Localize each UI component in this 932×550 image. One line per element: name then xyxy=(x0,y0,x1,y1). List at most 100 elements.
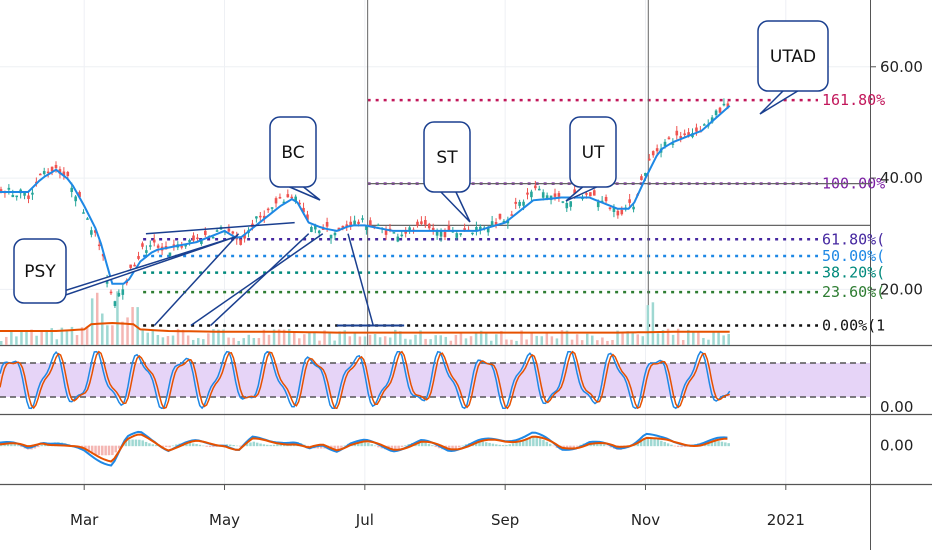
volume-bar xyxy=(671,334,675,345)
macd-histogram-bar xyxy=(148,443,151,447)
candle-body xyxy=(42,171,46,175)
volume-bar xyxy=(560,330,564,345)
volume-bar xyxy=(545,332,549,345)
macd-histogram-bar xyxy=(720,441,724,447)
callout-label: PSY xyxy=(24,262,56,282)
macd-histogram-bar xyxy=(505,444,508,447)
volume-bar xyxy=(197,338,200,345)
time-tick-label: Sep xyxy=(491,511,519,529)
time-tick-label: 2021 xyxy=(767,511,805,529)
candle-body xyxy=(502,220,506,223)
macd-histogram-bar xyxy=(101,445,104,456)
candle-body xyxy=(149,245,152,247)
candle-body xyxy=(663,141,667,147)
volume-bar xyxy=(35,335,38,345)
macd-histogram-bar xyxy=(259,443,262,447)
macd-histogram-bar xyxy=(97,445,101,456)
volume-bar xyxy=(287,328,291,345)
volume-bar xyxy=(186,335,190,345)
candle-body xyxy=(259,215,262,218)
candle-body xyxy=(262,215,266,219)
candle-body xyxy=(302,207,305,213)
macd-histogram-bar xyxy=(535,436,538,447)
volume-bar xyxy=(292,332,296,345)
volume-bar xyxy=(591,335,594,345)
macd-histogram-bar xyxy=(144,441,148,447)
volume-bar xyxy=(207,333,210,345)
macd-histogram-bar xyxy=(343,445,347,447)
callout-box xyxy=(757,20,829,92)
candle-body xyxy=(514,201,518,204)
candle-body xyxy=(329,234,333,239)
macd-histogram-bar xyxy=(424,442,427,447)
volume-bar xyxy=(262,329,266,345)
volume-bar xyxy=(40,331,43,345)
volume-bar xyxy=(484,333,488,345)
candle-body xyxy=(714,110,718,116)
macd-histogram-bar xyxy=(532,436,535,447)
candle-body xyxy=(82,212,85,214)
candle-body xyxy=(349,221,352,227)
candle-body xyxy=(518,201,521,206)
candle-body xyxy=(7,187,11,190)
volume-bar xyxy=(535,335,538,345)
volume-bar xyxy=(45,331,48,345)
macd-histogram-bar xyxy=(488,442,491,447)
candle-body xyxy=(612,207,616,213)
volume-bar xyxy=(242,338,245,345)
macd-histogram-bar xyxy=(683,445,687,448)
macd-histogram-bar xyxy=(161,445,165,447)
candle-body xyxy=(545,195,549,200)
volume-bar xyxy=(252,338,256,345)
candle-body xyxy=(667,137,671,140)
macd-histogram-bar xyxy=(249,442,252,447)
candle-body xyxy=(537,188,541,191)
volume-bar xyxy=(580,340,584,345)
macd-histogram-bar xyxy=(501,445,505,447)
volume-bar xyxy=(611,339,614,345)
price-tick-label: 40.00 xyxy=(880,169,923,187)
macd-histogram-bar xyxy=(649,437,653,447)
volume-bar xyxy=(500,330,503,345)
trendline xyxy=(190,233,324,327)
macd-histogram-bar xyxy=(458,445,461,448)
candle-body xyxy=(50,166,54,172)
candle-body xyxy=(369,220,372,226)
candle-body xyxy=(58,169,62,174)
candle-body xyxy=(490,221,494,227)
volume-bar xyxy=(666,328,670,345)
candle-body xyxy=(557,193,561,197)
volume-bar xyxy=(404,338,407,345)
volume-bar xyxy=(126,317,129,345)
volume-bar xyxy=(626,331,629,345)
candle-body xyxy=(561,201,565,203)
time-tick-label: Jul xyxy=(355,511,374,529)
candle-body xyxy=(530,191,533,198)
volume-bar xyxy=(550,336,554,345)
candle-body xyxy=(675,130,679,136)
candle-body xyxy=(679,136,683,139)
time-axis: Mar May Jul Sep Nov 2021 xyxy=(70,484,805,529)
volume-bar xyxy=(616,330,619,345)
macd-histogram-bar xyxy=(138,439,141,447)
stoch-d-line xyxy=(0,350,730,410)
candle-body xyxy=(54,164,58,169)
macd-histogram-bar xyxy=(212,445,215,448)
volume-bar xyxy=(131,307,134,345)
macd-histogram-bar xyxy=(390,445,394,451)
volume-bar xyxy=(333,340,336,345)
candle-body xyxy=(475,227,478,231)
volume-panel xyxy=(0,291,730,345)
candle-body xyxy=(121,289,125,295)
trendline-drawings xyxy=(145,221,405,327)
macd-histogram-bar xyxy=(117,445,121,449)
volume-bar xyxy=(75,335,79,345)
macd-histogram-bar xyxy=(134,439,138,447)
macd-histogram-bar xyxy=(111,445,114,456)
macd-histogram-bar xyxy=(13,444,16,447)
candle-body xyxy=(695,127,698,132)
volume-bar xyxy=(10,330,13,345)
volume-bar xyxy=(222,329,225,345)
candle-body xyxy=(231,231,235,234)
